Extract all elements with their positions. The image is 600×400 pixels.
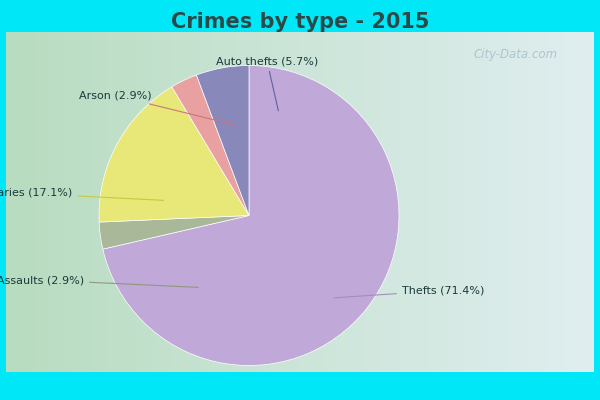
Text: Assaults (2.9%): Assaults (2.9%) xyxy=(0,275,198,287)
Wedge shape xyxy=(99,216,249,249)
Text: Arson (2.9%): Arson (2.9%) xyxy=(79,90,235,125)
Text: Thefts (71.4%): Thefts (71.4%) xyxy=(334,286,484,298)
Text: Crimes by type - 2015: Crimes by type - 2015 xyxy=(171,12,429,32)
Text: City-Data.com: City-Data.com xyxy=(474,48,558,61)
Text: Burglaries (17.1%): Burglaries (17.1%) xyxy=(0,188,164,200)
Wedge shape xyxy=(99,87,249,222)
Wedge shape xyxy=(103,66,399,366)
Wedge shape xyxy=(196,66,249,216)
Wedge shape xyxy=(172,75,249,216)
Text: Auto thefts (5.7%): Auto thefts (5.7%) xyxy=(216,56,318,111)
